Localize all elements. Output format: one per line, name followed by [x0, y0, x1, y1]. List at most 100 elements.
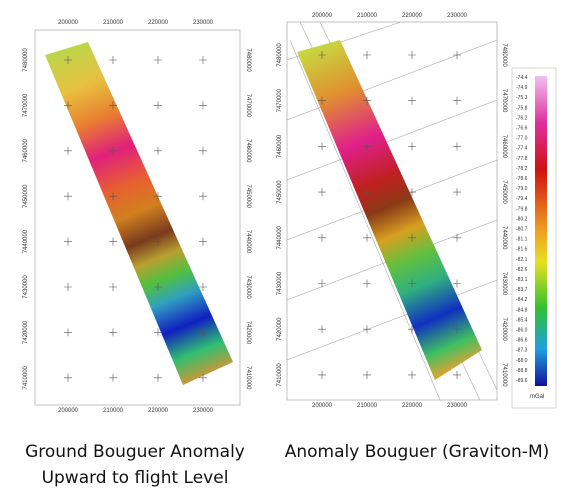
x-tick-label: 200000: [58, 20, 79, 26]
grid-cross: [154, 192, 162, 201]
grid-cross: [363, 142, 371, 151]
left-anomaly-strip: [45, 42, 233, 385]
grid-cross: [199, 192, 207, 201]
colorbar-label: -75.8: [516, 105, 528, 111]
grid-cross: [109, 373, 117, 382]
y-tick-label: 7460000: [23, 138, 29, 162]
x-tick-label: 230000: [193, 20, 214, 26]
colorbar-label: -74.4: [516, 75, 528, 81]
grid-cross: [318, 279, 326, 288]
grid-cross: [318, 370, 326, 379]
y-tick-label: 7440000: [245, 230, 251, 254]
colorbar-label: -77.8: [516, 156, 528, 162]
y-tick-label: 7410000: [501, 363, 507, 387]
y-tick-label: 7460000: [245, 139, 251, 163]
colorbar-label: -78.6: [516, 176, 528, 182]
grid-cross: [109, 146, 117, 155]
grid-cross: [408, 325, 416, 334]
colorbar-label: -79.0: [516, 186, 528, 192]
grid-cross: [408, 142, 416, 151]
y-tick-label: 7450000: [277, 180, 283, 204]
grid-cross: [64, 192, 72, 201]
colorbar-label: -89.6: [516, 378, 528, 384]
colorbar-label: -88.8: [516, 368, 528, 374]
grid-cross: [408, 188, 416, 197]
y-tick-label: 7430000: [277, 271, 283, 295]
y-tick-label: 7420000: [277, 317, 283, 341]
colorbar-frame: [511, 67, 557, 409]
grid-cross: [453, 370, 461, 379]
colorbar-label: -77.4: [516, 146, 528, 152]
colorbar-label: -76.6: [516, 126, 528, 132]
x-tick-label: 200000: [58, 408, 79, 414]
colorbar-label: -88.0: [516, 358, 528, 364]
x-tick-label: 210000: [103, 408, 124, 414]
grid-cross: [199, 373, 207, 382]
grid-cross: [64, 146, 72, 155]
colorbar-label: -83.1: [516, 277, 528, 283]
grid-cross: [109, 283, 117, 291]
grid-cross: [318, 325, 326, 334]
caption: Ground Bouguer Anomaly: [25, 442, 245, 462]
y-tick-label: 7410000: [23, 365, 29, 389]
grid-cross: [154, 373, 162, 382]
grid-cross: [363, 51, 371, 59]
caption: Anomaly Bouguer (Graviton-M): [285, 442, 550, 462]
grid-cross: [154, 237, 162, 246]
colorbar-label: -86.0: [516, 328, 528, 334]
y-tick-label: 7410000: [277, 363, 283, 387]
colorbar-label: -79.4: [516, 196, 528, 202]
grid-cross: [154, 56, 162, 64]
colorbar-label: -74.9: [516, 85, 528, 91]
y-tick-label: 7480000: [245, 48, 251, 72]
grid-cross: [408, 233, 416, 242]
colorbar-unit: mGal: [530, 394, 544, 400]
grid-cross: [363, 279, 371, 288]
y-tick-label: 7430000: [501, 272, 507, 296]
y-tick-label: 7480000: [501, 43, 507, 67]
colorbar-label: -81.6: [516, 247, 528, 253]
x-tick-label: 200000: [312, 403, 333, 409]
grid-cross: [199, 237, 207, 246]
right-anomaly-strip: [297, 40, 482, 380]
y-tick-label: 7480000: [277, 43, 283, 67]
grid-cross: [64, 373, 72, 382]
grid-cross: [318, 96, 326, 105]
grid-cross: [453, 51, 461, 59]
colorbar-label: -84.8: [516, 307, 528, 313]
x-tick-label: 220000: [148, 20, 169, 26]
grid-cross: [363, 96, 371, 105]
y-tick-label: 7470000: [23, 93, 29, 117]
colorbar-label: -81.1: [516, 237, 528, 243]
colorbar-label: -79.8: [516, 206, 528, 212]
x-tick-label: 230000: [447, 13, 468, 19]
colorbar-label: -80.2: [516, 216, 528, 222]
colorbar-label: -77.0: [516, 136, 528, 142]
colorbar-label: -78.2: [516, 166, 528, 172]
grid-cross: [109, 192, 117, 201]
x-tick-label: 220000: [402, 13, 423, 19]
x-tick-label: 210000: [357, 403, 378, 409]
grid-cross: [64, 56, 72, 64]
grid-cross: [109, 237, 117, 246]
y-tick-label: 7470000: [501, 89, 507, 113]
y-tick-label: 7460000: [277, 134, 283, 158]
y-tick-label: 7430000: [23, 275, 29, 299]
grid-cross: [154, 283, 162, 291]
colorbar-label: -82.6: [516, 267, 528, 273]
y-tick-label: 7430000: [245, 275, 251, 299]
grid-cross: [408, 51, 416, 59]
colorbar-label: -84.2: [516, 297, 528, 303]
colorbar-label: -75.3: [516, 95, 528, 101]
colorbar-label: -83.7: [516, 287, 528, 293]
grid-cross: [408, 96, 416, 105]
y-tick-label: 7450000: [245, 185, 251, 209]
grid-cross: [318, 142, 326, 151]
y-tick-label: 7440000: [277, 225, 283, 249]
x-tick-label: 230000: [193, 408, 214, 414]
y-tick-label: 7470000: [277, 88, 283, 112]
grid-cross: [109, 56, 117, 64]
y-tick-label: 7470000: [245, 94, 251, 118]
